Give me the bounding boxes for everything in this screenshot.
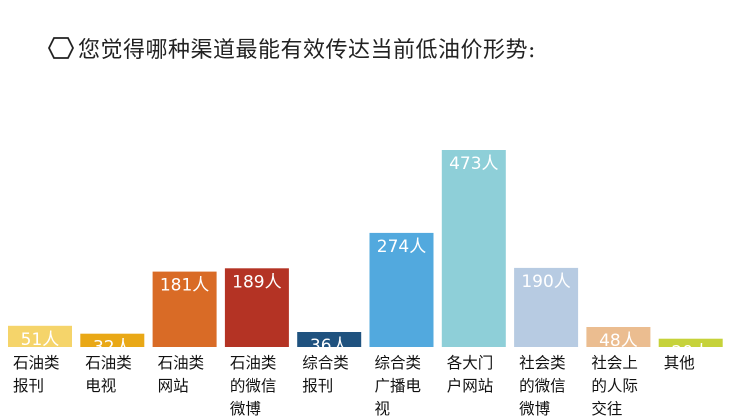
category-label-3-line-0: 石油类 (230, 354, 277, 372)
bar-value-label-0: 51人 (21, 330, 60, 350)
bar-value-label-9: 20人 (671, 343, 710, 363)
bar-value-label-5: 274人 (377, 237, 426, 257)
bar-2 (152, 271, 217, 347)
hexagon-icon (48, 37, 74, 59)
category-label-5-line-1: 广播电 (375, 377, 422, 395)
category-label-6-line-1: 户网站 (447, 377, 494, 395)
category-label-8-line-1: 的人际 (591, 377, 638, 395)
category-label-7-line-2: 微博 (519, 400, 550, 418)
category-label-7-line-0: 社会类 (519, 354, 566, 372)
bar-3 (224, 268, 289, 347)
bar-7 (514, 267, 579, 347)
category-label-1-line-0: 石油类 (85, 354, 132, 372)
chart-title-text: 您觉得哪种渠道最能有效传达当前低油价形势: (78, 38, 536, 63)
category-label-2-line-1: 网站 (158, 377, 189, 395)
bar-9 (658, 338, 723, 347)
category-label-2-line-0: 石油类 (158, 354, 205, 372)
category-label-1-line-1: 电视 (85, 377, 116, 395)
bar-value-label-6: 473人 (449, 154, 498, 174)
category-label-7-line-1: 的微信 (519, 377, 566, 395)
category-label-4-line-1: 报刊 (302, 377, 333, 395)
bar-6 (441, 150, 506, 347)
category-label-5-line-0: 综合类 (375, 354, 422, 372)
category-label-3-line-2: 微博 (230, 400, 261, 418)
chart-title: 您觉得哪种渠道最能有效传达当前低油价形势: (48, 32, 536, 64)
bar-0 (8, 325, 72, 347)
category-label-0-line-0: 石油类 (13, 354, 60, 372)
category-label-6-line-0: 各大门 (447, 354, 494, 372)
category-label-9-line-0: 其他 (664, 354, 695, 372)
bar-1 (80, 333, 145, 347)
bar-4 (297, 332, 362, 347)
category-label-5-line-2: 视 (375, 400, 391, 418)
bar-value-label-7: 190人 (521, 272, 570, 292)
bar-value-label-3: 189人 (232, 272, 281, 292)
category-label-0-line-1: 报刊 (13, 377, 44, 395)
bar-5 (369, 232, 434, 347)
category-label-8-line-2: 交往 (591, 400, 622, 418)
category-label-8-line-0: 社会上 (591, 354, 638, 372)
category-label-3-line-1: 的微信 (230, 377, 277, 395)
bar-value-label-4: 36人 (310, 336, 349, 356)
bar-value-label-1: 32人 (93, 338, 132, 358)
bar-8 (586, 327, 651, 347)
bar-value-label-8: 48人 (599, 331, 638, 351)
bar-value-label-2: 181人 (160, 276, 209, 296)
category-label-4-line-0: 综合类 (302, 354, 349, 372)
